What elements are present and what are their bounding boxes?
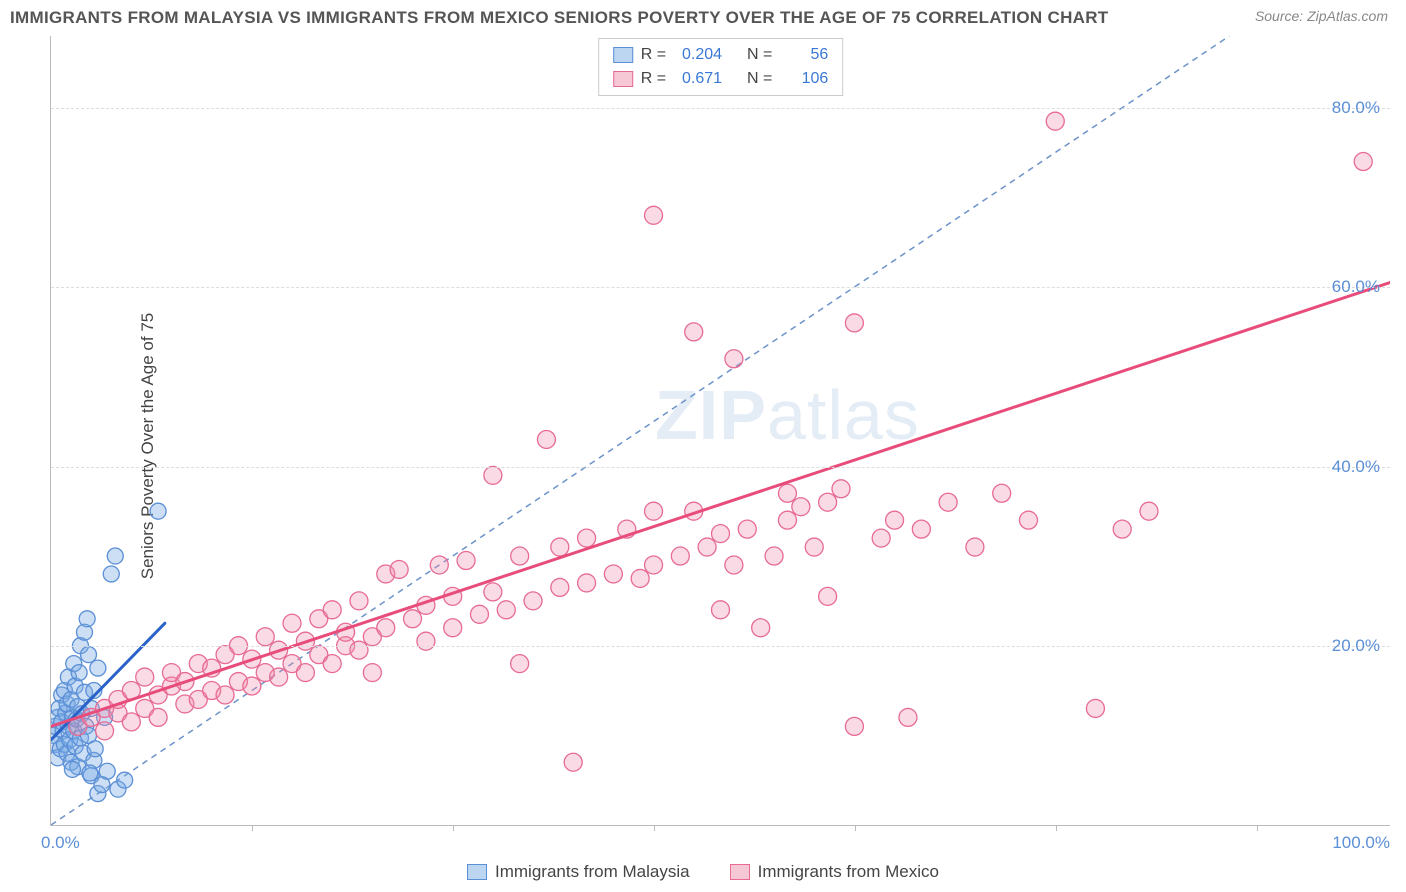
- n-value-mexico: 106: [780, 67, 828, 91]
- plot-area: R = 0.204 N = 56 R = 0.671 N = 106 ZIPat…: [50, 36, 1390, 826]
- x-tick: [654, 825, 655, 831]
- gridline: [51, 108, 1390, 109]
- swatch-malaysia-bottom: [467, 864, 487, 880]
- swatch-mexico: [613, 71, 633, 87]
- n-value-malaysia: 56: [780, 43, 828, 67]
- r-label: R =: [641, 67, 666, 91]
- n-label: N =: [747, 43, 772, 67]
- x-tick-max: 100.0%: [1332, 833, 1390, 853]
- legend-row-malaysia: R = 0.204 N = 56: [613, 43, 829, 67]
- r-value-mexico: 0.671: [674, 67, 722, 91]
- x-tick: [252, 825, 253, 831]
- r-value-malaysia: 0.204: [674, 43, 722, 67]
- swatch-mexico-bottom: [730, 864, 750, 880]
- x-tick: [1257, 825, 1258, 831]
- legend-label-mexico: Immigrants from Mexico: [758, 862, 939, 882]
- y-tick-label: 20.0%: [1332, 636, 1380, 656]
- x-tick: [453, 825, 454, 831]
- series-legend: Immigrants from Malaysia Immigrants from…: [467, 862, 939, 882]
- chart-svg: [51, 36, 1390, 825]
- gridline: [51, 287, 1390, 288]
- gridline: [51, 467, 1390, 468]
- y-tick-label: 80.0%: [1332, 98, 1380, 118]
- legend-row-mexico: R = 0.671 N = 106: [613, 67, 829, 91]
- n-label: N =: [747, 67, 772, 91]
- legend-item-mexico: Immigrants from Mexico: [730, 862, 939, 882]
- chart-title: IMMIGRANTS FROM MALAYSIA VS IMMIGRANTS F…: [10, 8, 1109, 28]
- source-credit: Source: ZipAtlas.com: [1255, 8, 1388, 24]
- legend-item-malaysia: Immigrants from Malaysia: [467, 862, 690, 882]
- gridline: [51, 646, 1390, 647]
- y-tick-label: 60.0%: [1332, 277, 1380, 297]
- y-tick-label: 40.0%: [1332, 457, 1380, 477]
- x-tick: [1056, 825, 1057, 831]
- correlation-legend: R = 0.204 N = 56 R = 0.671 N = 106: [598, 38, 844, 96]
- swatch-malaysia: [613, 47, 633, 63]
- x-tick: [855, 825, 856, 831]
- r-label: R =: [641, 43, 666, 67]
- x-tick-min: 0.0%: [41, 833, 80, 853]
- legend-label-malaysia: Immigrants from Malaysia: [495, 862, 690, 882]
